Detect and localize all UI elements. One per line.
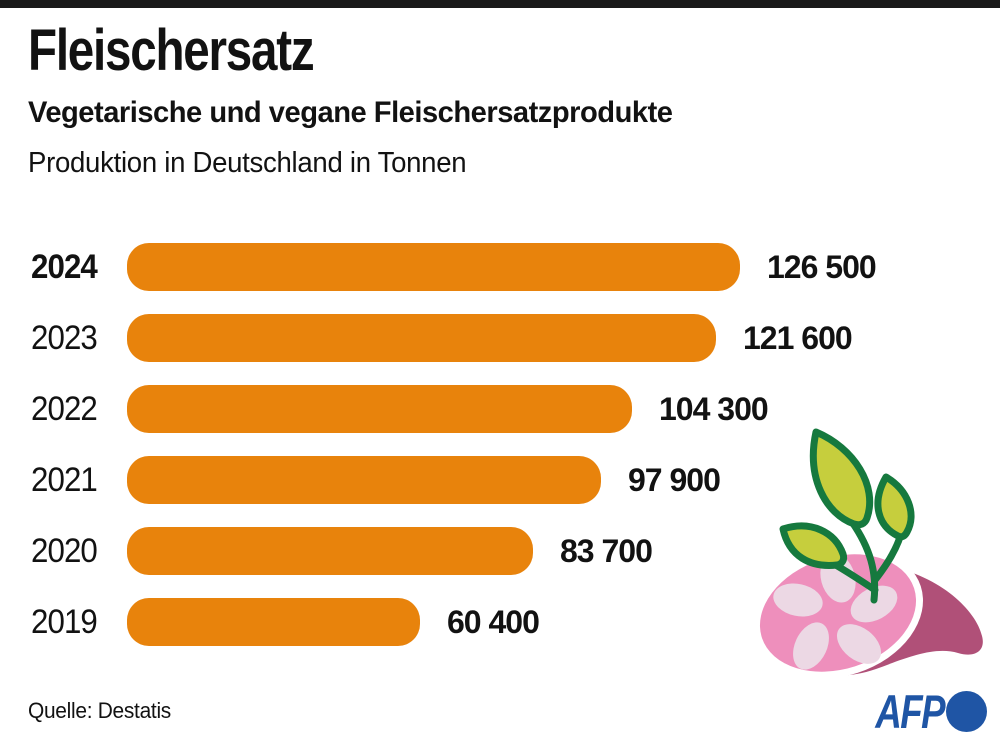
sprout-leaf-left	[779, 522, 848, 569]
chart-row-2021: 2021 97 900	[0, 456, 1000, 504]
source-note: Quelle: Destatis	[28, 698, 171, 723]
year-label: 2024	[31, 248, 98, 286]
afp-logo: AFP	[856, 688, 987, 735]
ham-marbling-wedge	[836, 624, 882, 664]
top-border	[0, 0, 1000, 8]
value-label: 97 900	[628, 462, 721, 498]
ham-marbling-wedge	[850, 585, 898, 623]
bar-2021	[127, 456, 601, 504]
year-label: 2023	[31, 319, 98, 357]
chart-description: Produktion in Deutschland in Tonnen	[28, 147, 467, 179]
bar-2023	[127, 314, 716, 362]
sprout-leaf-large	[809, 428, 874, 529]
chart-row-2024: 2024 126 500	[0, 243, 1000, 291]
chart-row-2020: 2020 83 700	[0, 527, 1000, 575]
chart-row-2023: 2023 121 600	[0, 314, 1000, 362]
sprout-leaf-right	[874, 473, 915, 541]
ham-marbling-wedge	[773, 583, 823, 617]
ham-marbling-wedge	[793, 622, 829, 670]
value-label: 60 400	[447, 604, 540, 640]
bar-2020	[127, 527, 533, 575]
ham-sprout-illustration	[752, 428, 983, 679]
value-label: 83 700	[560, 533, 653, 569]
afp-logo-circle	[946, 691, 987, 732]
value-label: 104 300	[659, 391, 769, 427]
chart-row-2019: 2019 60 400	[0, 598, 1000, 646]
chart-subtitle: Vegetarische und vegane Fleischersatzpro…	[28, 96, 673, 129]
year-label: 2019	[31, 603, 98, 641]
bar-2024	[127, 243, 740, 291]
value-label: 121 600	[743, 320, 853, 356]
bar-2022	[127, 385, 632, 433]
page-title: Fleischersatz	[28, 18, 315, 83]
afp-logo-text: AFP	[875, 685, 945, 738]
bar-chart: 2024 126 500 2023 121 600 2022 104 300 2021 97 …	[0, 243, 1000, 653]
year-label: 2022	[31, 390, 98, 428]
year-label: 2020	[31, 532, 98, 570]
year-label: 2021	[31, 461, 98, 499]
chart-row-2022: 2022 104 300	[0, 385, 1000, 433]
bar-2019	[127, 598, 420, 646]
value-label: 126 500	[767, 249, 877, 285]
